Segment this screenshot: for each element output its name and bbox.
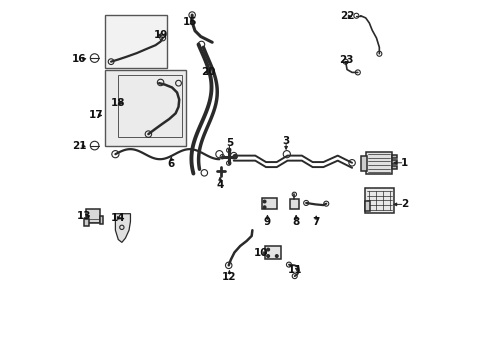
Bar xyxy=(361,156,366,171)
Text: 12: 12 xyxy=(222,272,236,282)
Text: 17: 17 xyxy=(88,111,103,121)
Bar xyxy=(391,160,396,164)
Text: 3: 3 xyxy=(282,136,289,146)
Bar xyxy=(83,219,89,226)
Circle shape xyxy=(266,248,269,251)
Text: 13: 13 xyxy=(77,211,91,221)
Text: 9: 9 xyxy=(264,217,270,227)
Text: 14: 14 xyxy=(111,213,125,223)
Bar xyxy=(105,15,167,68)
Text: 2: 2 xyxy=(400,199,407,210)
Text: 21: 21 xyxy=(72,141,86,151)
Text: 19: 19 xyxy=(154,30,168,40)
Text: 22: 22 xyxy=(340,12,354,22)
Bar xyxy=(289,199,298,210)
Text: 15: 15 xyxy=(183,17,197,27)
Circle shape xyxy=(266,255,269,257)
Text: 16: 16 xyxy=(72,54,86,64)
Text: 7: 7 xyxy=(312,217,319,227)
Text: 11: 11 xyxy=(287,265,301,275)
Bar xyxy=(364,201,369,211)
Bar xyxy=(391,155,396,158)
Text: 4: 4 xyxy=(216,180,224,190)
Circle shape xyxy=(275,255,278,257)
Circle shape xyxy=(263,200,265,203)
Bar xyxy=(105,70,185,145)
Circle shape xyxy=(263,206,265,209)
Bar xyxy=(391,166,396,169)
Text: 10: 10 xyxy=(253,248,268,258)
Bar xyxy=(100,216,103,224)
Polygon shape xyxy=(115,214,130,242)
Bar xyxy=(86,210,100,223)
Text: 1: 1 xyxy=(400,158,407,168)
Text: 20: 20 xyxy=(200,67,215,77)
Text: 5: 5 xyxy=(225,139,233,148)
Bar xyxy=(364,188,394,213)
Bar xyxy=(261,198,276,210)
Text: 8: 8 xyxy=(292,217,299,227)
Bar xyxy=(118,75,182,137)
Text: 18: 18 xyxy=(111,98,125,108)
Bar xyxy=(264,246,281,259)
Bar xyxy=(366,152,391,174)
Text: 6: 6 xyxy=(167,158,175,168)
Text: 23: 23 xyxy=(338,55,353,65)
